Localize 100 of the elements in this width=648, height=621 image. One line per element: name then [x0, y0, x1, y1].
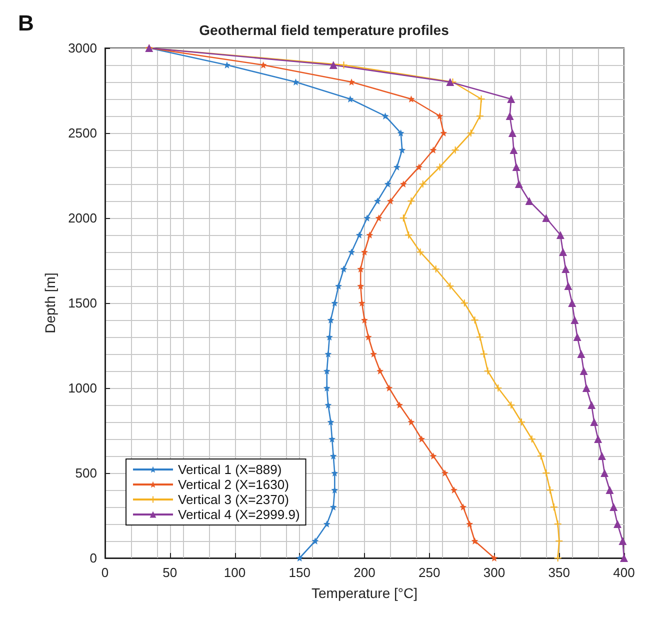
- point: [556, 231, 564, 239]
- point: [594, 435, 602, 443]
- point: [580, 367, 588, 375]
- x-tick-label: 100: [224, 565, 246, 580]
- point: [346, 96, 354, 102]
- point: [430, 146, 437, 154]
- point: [335, 282, 342, 290]
- point: [408, 418, 415, 426]
- point: [348, 248, 356, 256]
- point: [570, 316, 579, 324]
- point: [554, 554, 562, 562]
- point: [556, 538, 563, 544]
- x-tick-label: 0: [101, 565, 109, 580]
- point: [446, 282, 454, 290]
- point: [559, 248, 568, 256]
- point: [357, 266, 364, 272]
- point: [384, 180, 392, 188]
- x-tick-label: 400: [613, 565, 635, 580]
- point: [331, 486, 338, 494]
- point: [348, 78, 356, 86]
- point: [416, 248, 424, 256]
- point: [364, 334, 372, 340]
- point: [357, 282, 364, 290]
- point: [525, 197, 534, 205]
- point: [600, 469, 609, 477]
- point: [358, 300, 366, 306]
- point: [510, 146, 518, 154]
- point: [361, 248, 368, 256]
- point: [577, 350, 586, 358]
- point: [512, 163, 520, 171]
- point: [430, 452, 437, 460]
- point: [471, 538, 478, 544]
- point: [398, 146, 406, 154]
- point: [528, 436, 536, 442]
- point: [397, 130, 404, 136]
- point: [436, 112, 444, 120]
- point: [508, 402, 515, 408]
- point: [508, 129, 516, 137]
- point: [328, 436, 336, 442]
- point: [327, 316, 334, 324]
- point: [323, 520, 330, 528]
- point: [405, 232, 412, 238]
- point: [471, 316, 478, 324]
- x-tick-label: 250: [418, 565, 440, 580]
- point: [590, 418, 598, 426]
- point: [324, 350, 332, 358]
- point: [432, 266, 440, 272]
- x-tick-label: 150: [288, 565, 310, 580]
- chart-title: Geothermal field temperature profiles: [199, 22, 450, 38]
- point: [614, 520, 622, 528]
- point: [331, 300, 338, 306]
- y-axis-title: Depth [m]: [42, 272, 58, 334]
- y-tick-label: 0: [90, 550, 97, 566]
- point: [329, 61, 338, 69]
- point: [386, 384, 393, 392]
- point: [408, 96, 415, 102]
- point: [484, 368, 492, 374]
- point: [292, 78, 300, 86]
- point: [376, 368, 384, 374]
- text: B: [18, 10, 34, 36]
- point: [408, 198, 415, 204]
- point: [480, 350, 488, 358]
- x-tick-label: 350: [548, 565, 570, 580]
- point: [478, 96, 485, 102]
- point: [393, 164, 400, 170]
- point: [582, 384, 590, 392]
- point: [312, 538, 319, 544]
- point: [550, 504, 558, 510]
- point: [494, 384, 502, 392]
- point: [366, 232, 374, 238]
- point: [296, 554, 304, 562]
- point: [537, 452, 544, 460]
- point: [400, 180, 407, 188]
- point: [564, 282, 572, 290]
- point: [327, 418, 334, 426]
- point: [418, 436, 426, 442]
- point: [386, 198, 394, 204]
- y-tick-label: 2500: [68, 126, 97, 140]
- x-axis-title: Temperature [°C]: [312, 585, 418, 601]
- legend-label: Vertical 3 (X=2370): [178, 492, 289, 507]
- point: [546, 486, 554, 494]
- legend-label: Vertical 2 (X=1630): [178, 477, 289, 492]
- y-tick-label: 1500: [68, 296, 97, 310]
- point: [450, 486, 458, 494]
- point: [375, 214, 382, 222]
- legend-label: Vertical 1 (X=889): [178, 462, 282, 477]
- y-tick-label: 500: [75, 466, 97, 480]
- point: [490, 554, 498, 562]
- point: [331, 470, 338, 476]
- point: [340, 62, 348, 68]
- point: [542, 214, 550, 222]
- x-tick-label: 200: [354, 565, 376, 580]
- point: [460, 300, 468, 306]
- point: [460, 504, 467, 510]
- y-tick-label: 1000: [68, 380, 97, 396]
- point: [514, 180, 523, 188]
- point: [562, 265, 570, 273]
- point: [618, 537, 627, 545]
- point: [476, 334, 484, 340]
- y-tick-label: 3000: [68, 40, 97, 56]
